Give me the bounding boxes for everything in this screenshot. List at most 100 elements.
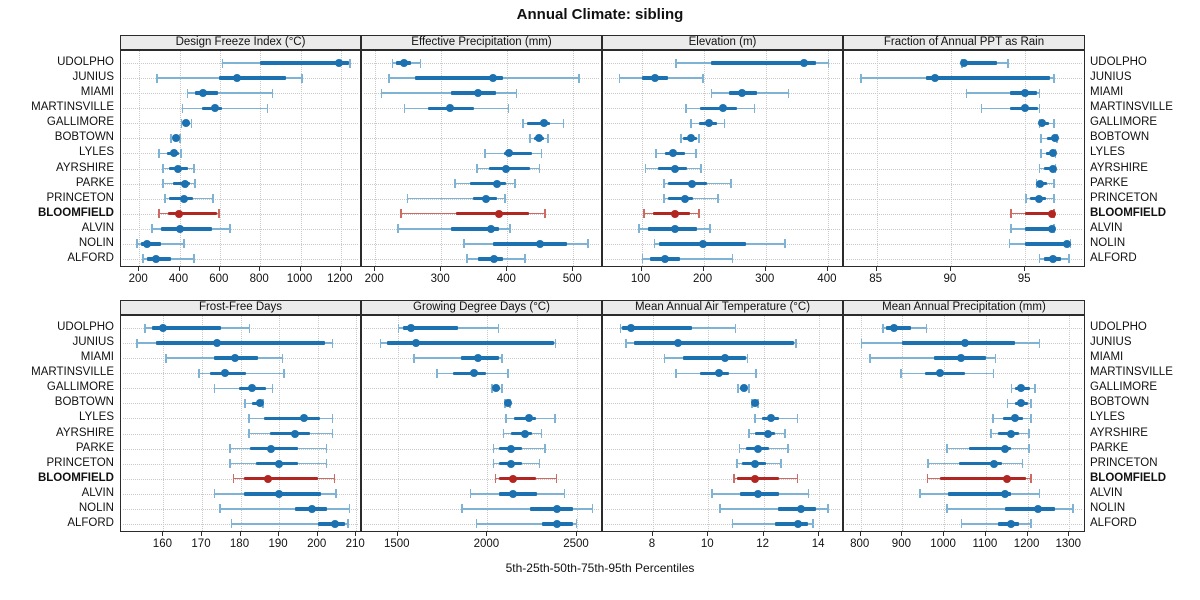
row-line (846, 258, 1082, 260)
station-label-right: BLOOMFIELD (1090, 206, 1167, 219)
whisker-cap-low (927, 459, 929, 469)
row-line (605, 198, 840, 200)
median-dot-GALLIMORE (540, 119, 549, 128)
whisker-cap-low (754, 413, 756, 423)
station-label-right: PARKE (1090, 176, 1129, 189)
whisker-cap-low (675, 368, 677, 378)
median-dot-MIAMI (1021, 89, 1030, 98)
x-tick-label: 100 (630, 273, 651, 285)
whisker-cap-low (170, 133, 172, 143)
iqr-bar-JUNIUS (902, 341, 1016, 345)
row-line (605, 153, 840, 155)
whisker-cap-high (331, 413, 334, 423)
median-dot-ALVIN (486, 224, 495, 233)
whisker-cap-high (562, 118, 564, 128)
median-dot-GALLIMORE (1037, 119, 1046, 128)
row-line (846, 138, 1082, 140)
gridline (652, 316, 654, 531)
row-line (123, 478, 358, 480)
whisker-cap-low (992, 413, 994, 423)
gridline (985, 316, 987, 531)
median-dot-GALLIMORE (704, 119, 713, 128)
station-label-right: PRINCETON (1090, 191, 1158, 204)
gridline (356, 316, 358, 531)
whisker-cap-high (700, 164, 702, 173)
whisker-cap-high (1021, 459, 1024, 469)
iqr-bar-GALLIMORE (527, 121, 551, 125)
station-label-left: MIAMI (80, 351, 114, 364)
whisker-cap-high (787, 444, 789, 454)
whisker-MIAMI (413, 357, 503, 359)
median-dot-LYLES (766, 414, 775, 423)
whisker-cap-low (142, 254, 144, 264)
row-line (846, 93, 1082, 95)
median-dot-BLOOMFIELD (751, 474, 760, 483)
station-label-right: LYLES (1090, 411, 1125, 424)
whisker-cap-high (271, 88, 274, 98)
whisker-cap-high (193, 164, 195, 173)
median-dot-NOLIN (553, 504, 562, 513)
whisker-cap-high (180, 148, 182, 158)
median-dot-ALFORD (490, 254, 499, 263)
x-tick-label: 10 (700, 538, 714, 550)
row-line (364, 63, 599, 64)
whisker-cap-high (514, 179, 516, 189)
x-tick (178, 267, 180, 271)
whisker-ALFORD (475, 523, 577, 525)
gridline (507, 51, 509, 266)
station-label-right: JUNIUS (1090, 336, 1132, 349)
median-dot-BOBTOWN (1050, 134, 1059, 143)
median-dot-MIAMI (473, 89, 482, 98)
median-dot-ALFORD (794, 519, 803, 528)
median-dot-PARKE (1036, 179, 1044, 188)
station-label-right: AYRSHIRE (1090, 426, 1148, 439)
station-label-right: UDOLPHO (1090, 321, 1147, 333)
x-tick (818, 532, 820, 536)
whisker-cap-high (266, 103, 269, 113)
x-tick-label: 500 (562, 273, 582, 285)
station-label-right: ALFORD (1090, 251, 1137, 264)
whisker-cap-high (497, 323, 500, 333)
median-dot-PARKE (754, 444, 763, 453)
whisker-cap-high (578, 73, 580, 83)
station-label-right: LYLES (1090, 146, 1125, 159)
whisker-cap-high (1072, 504, 1074, 514)
whisker-cap-high (507, 103, 510, 113)
whisker-ALFORD (230, 523, 349, 525)
x-tick-label: 85 (869, 273, 883, 285)
median-dot-BLOOMFIELD (174, 209, 183, 218)
x-tick (1024, 267, 1026, 271)
gridline (279, 316, 281, 531)
whisker-cap-high (1007, 58, 1009, 68)
panel-4 (843, 50, 1085, 267)
whisker-cap-high (333, 474, 335, 484)
whisker-cap-high (807, 489, 810, 499)
whisker-cap-high (1053, 194, 1055, 204)
station-label-right: UDOLPHO (1090, 56, 1147, 68)
whisker-cap-high (796, 413, 799, 423)
station-label-left: MIAMI (80, 86, 114, 99)
whisker-cap-low (165, 353, 167, 363)
whisker-cap-low (618, 73, 620, 83)
whisker-NOLIN (461, 508, 594, 510)
whisker-cap-low (403, 103, 406, 113)
x-tick (859, 532, 861, 536)
whisker-MIAMI (869, 357, 997, 359)
whisker-cap-high (925, 323, 928, 333)
iqr-bar-NOLIN (141, 242, 162, 246)
station-label-right: PRINCETON (1090, 456, 1158, 469)
panel-strip-title: Mean Annual Precipitation (mm) (843, 300, 1085, 315)
median-dot-MARTINSVILLE (715, 369, 724, 378)
x-tick (764, 267, 766, 271)
gridline (139, 51, 141, 266)
whisker-cap-high (347, 519, 349, 529)
iqr-bar-PARKE (668, 181, 707, 186)
median-dot-LYLES (1011, 414, 1020, 423)
x-tick-label: 1300 (1055, 538, 1082, 550)
x-tick (901, 532, 903, 536)
median-dot-GALLIMORE (740, 384, 749, 393)
x-tick (201, 532, 202, 536)
median-dot-GALLIMORE (492, 384, 501, 393)
whisker-cap-low (733, 474, 735, 484)
row-line (846, 153, 1082, 155)
